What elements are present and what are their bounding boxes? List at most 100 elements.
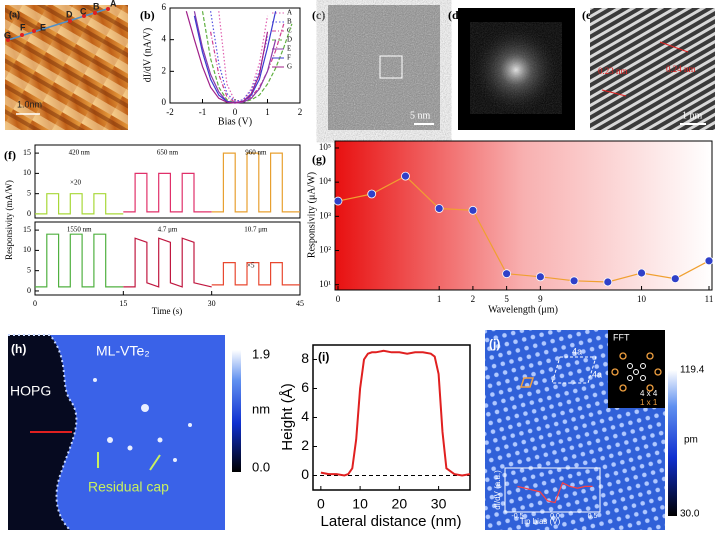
annotation: Residual cap — [88, 479, 169, 495]
x-tick-label: 15 — [119, 299, 127, 308]
inset-label: 1 x 1 — [640, 398, 658, 407]
series-line — [517, 481, 593, 504]
x-tick-label: 2 — [298, 107, 303, 117]
fft-spots — [611, 352, 662, 392]
marker — [603, 277, 613, 287]
series-line — [185, 11, 269, 104]
point-label: D — [66, 9, 73, 19]
series-label: 1550 nm — [67, 226, 92, 234]
spacing-marks — [601, 41, 689, 97]
series-label: 4.7 μm — [158, 226, 178, 234]
x-tick-label: 0 — [233, 107, 238, 117]
hrtem-image — [590, 8, 715, 130]
panel-label: (a) — [9, 9, 20, 19]
line-cut — [7, 7, 111, 41]
scale-label: 1.0nm — [17, 99, 42, 109]
marker — [502, 269, 512, 279]
y-tick-label: 5 — [27, 265, 31, 274]
y-tick-label: 6 — [162, 2, 167, 12]
x-tick-label: 30 — [208, 299, 216, 308]
x-tick-label: 10 — [352, 495, 368, 511]
y-tick-label: 10² — [319, 245, 331, 255]
y-axis-label: dI/dV (a.u.) — [493, 470, 502, 510]
legend-label: F — [287, 54, 291, 62]
region-label: ML-VTe₂ — [96, 343, 150, 359]
x-tick-label: 9 — [538, 294, 543, 304]
region-label: HOPG — [10, 383, 51, 399]
x-tick-label: 0 — [33, 299, 37, 308]
y-tick-label: 10⁴ — [319, 176, 331, 186]
marker — [569, 276, 579, 286]
legend-label: A — [287, 9, 292, 17]
legend-label: D — [287, 36, 292, 44]
fft-inset — [608, 330, 665, 408]
colorbar-min: 30.0 — [680, 509, 700, 520]
annotation: ×20 — [70, 179, 81, 187]
panel-label: (c) — [312, 8, 325, 22]
y-tick-label: 0 — [301, 466, 309, 482]
x-axis-label: Time (s) — [152, 306, 182, 316]
x-axis-label: Lateral distance (nm) — [321, 513, 462, 530]
series-label: 420 nm — [69, 149, 91, 157]
roi-box — [379, 55, 403, 79]
series-line — [201, 11, 293, 104]
y-tick-label: 15 — [23, 148, 31, 157]
marker — [468, 205, 478, 215]
point-label: A — [110, 0, 117, 8]
panel-label: (b) — [140, 8, 155, 22]
colorbar-unit: pm — [684, 435, 698, 446]
x-axis-label: Wavelength (μm) — [488, 304, 558, 315]
x-tick-label: 30 — [431, 495, 447, 511]
stm-image — [5, 5, 128, 130]
colorbar-max: 1.9 — [252, 346, 270, 361]
panel-label: (g) — [312, 152, 326, 166]
series-line — [211, 262, 300, 286]
y-tick-label: 10 — [23, 245, 31, 254]
y-tick-label: 10³ — [319, 210, 331, 220]
x-tick-label: 5 — [504, 294, 509, 304]
x-tick-label: -2 — [166, 107, 174, 117]
x-axis-label: Bias (V) — [218, 116, 252, 127]
x-tick-label: 0 — [317, 495, 325, 511]
x-tick-label: 0 — [336, 294, 341, 304]
series-label: 10.7 μm — [244, 226, 268, 234]
colorbar-min: 0.0 — [252, 459, 270, 474]
marker — [401, 171, 410, 181]
series-line — [210, 23, 285, 103]
panel-label: (j) — [489, 337, 500, 351]
y-tick-label: 15 — [23, 225, 31, 234]
x-tick-label: 0.0 — [550, 513, 560, 520]
arrows — [97, 452, 161, 471]
series-line — [218, 11, 269, 103]
x-tick-label: 1 — [265, 107, 270, 117]
y-tick-label: 10⁵ — [319, 142, 331, 152]
caps — [93, 378, 192, 462]
marker — [367, 189, 377, 199]
y-tick-label: 5 — [27, 188, 31, 197]
tem-texture — [328, 5, 440, 130]
series-line — [35, 193, 124, 215]
y-tick-label: 0 — [162, 97, 167, 107]
series-line — [337, 175, 710, 283]
series-line — [123, 237, 212, 288]
fft-texture — [478, 30, 554, 106]
y-tick-label: 10 — [23, 168, 31, 177]
y-tick-label: 4 — [162, 34, 167, 44]
x-tick-label: 1 — [437, 294, 442, 304]
legend-label: G — [287, 63, 292, 71]
y-tick-label: 6 — [301, 379, 309, 395]
x-tick-label: -0.5 — [511, 513, 523, 520]
y-tick-label: 2 — [301, 437, 309, 453]
y-tick-label: 2 — [162, 65, 167, 75]
y-tick-label: 10¹ — [319, 279, 331, 289]
panel-label: (h) — [11, 342, 26, 356]
annotation: ×5 — [247, 262, 255, 270]
spacing-label: 0.24 nm — [666, 64, 696, 74]
spectrum-inset — [504, 467, 601, 513]
lattice-label: 4a — [592, 369, 602, 379]
legend-label: E — [287, 45, 291, 53]
x-tick-label: -1 — [199, 107, 207, 117]
point-label: G — [4, 30, 11, 40]
x-tick-label: 11 — [705, 294, 714, 304]
